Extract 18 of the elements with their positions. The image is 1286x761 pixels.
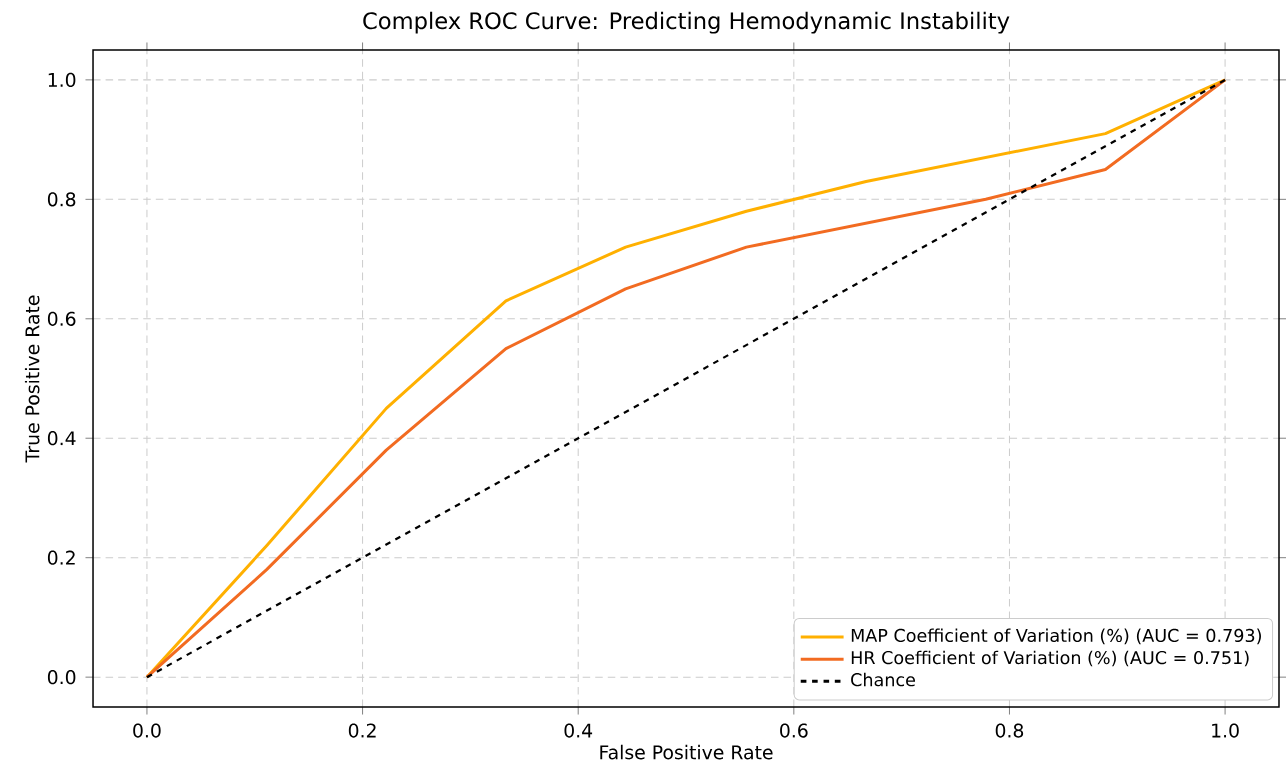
- legend-label: Chance: [851, 672, 916, 687]
- y-tick-label: 0.2: [47, 550, 75, 565]
- y-axis-title: True Positive Rate: [24, 295, 40, 463]
- x-tick-label: 1.0: [1212, 723, 1239, 738]
- y-tick-label: 0.0: [47, 670, 76, 685]
- x-axis-title: False Positive Rate: [600, 744, 773, 760]
- y-tick-label: 0.4: [47, 431, 76, 446]
- x-tick-label: 0.8: [995, 723, 1024, 738]
- chart-title: Complex ROC Curve: Predicting Hemodynamic Instability: [363, 11, 1010, 34]
- x-tick-label: 0.6: [780, 723, 808, 738]
- x-tick-label: 0.0: [133, 723, 161, 738]
- y-tick-label: 1.0: [48, 72, 76, 88]
- legend-label: HR Coefficient of Variation (%) (AUC = 0.751): [851, 650, 1249, 667]
- legend-label: MAP Coefficient of Variation (%) (AUC = 0.793): [851, 628, 1261, 645]
- y-tick-label: 0.6: [47, 311, 76, 326]
- x-tick-label: 0.4: [564, 723, 593, 738]
- x-tick-label: 0.2: [348, 723, 376, 738]
- y-tick-label: 0.8: [47, 192, 76, 207]
